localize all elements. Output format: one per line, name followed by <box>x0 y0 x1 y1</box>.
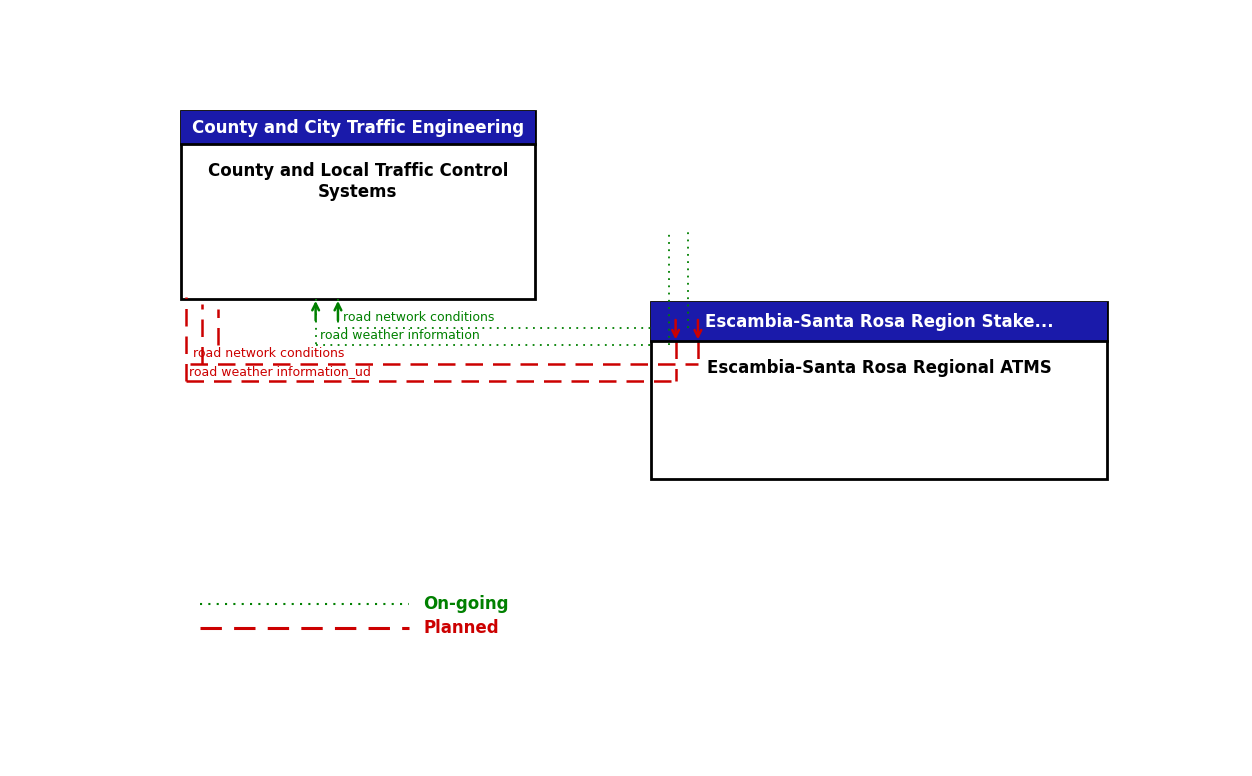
Text: road network conditions: road network conditions <box>193 347 344 360</box>
Bar <box>180 111 535 144</box>
Text: Escambia-Santa Rosa Region Stake...: Escambia-Santa Rosa Region Stake... <box>705 313 1054 331</box>
Text: County and City Traffic Engineering: County and City Traffic Engineering <box>192 119 523 137</box>
Text: Planned: Planned <box>423 619 500 637</box>
Text: On-going: On-going <box>423 595 508 613</box>
Text: road weather information: road weather information <box>321 329 481 341</box>
Bar <box>651 303 1107 341</box>
Text: road network conditions: road network conditions <box>343 311 495 324</box>
Bar <box>180 111 535 300</box>
Bar <box>651 303 1107 479</box>
Text: Escambia-Santa Rosa Regional ATMS: Escambia-Santa Rosa Regional ATMS <box>707 359 1052 377</box>
Text: County and Local Traffic Control
Systems: County and Local Traffic Control Systems <box>208 162 508 201</box>
Text: road weather information_ud: road weather information_ud <box>189 365 371 378</box>
